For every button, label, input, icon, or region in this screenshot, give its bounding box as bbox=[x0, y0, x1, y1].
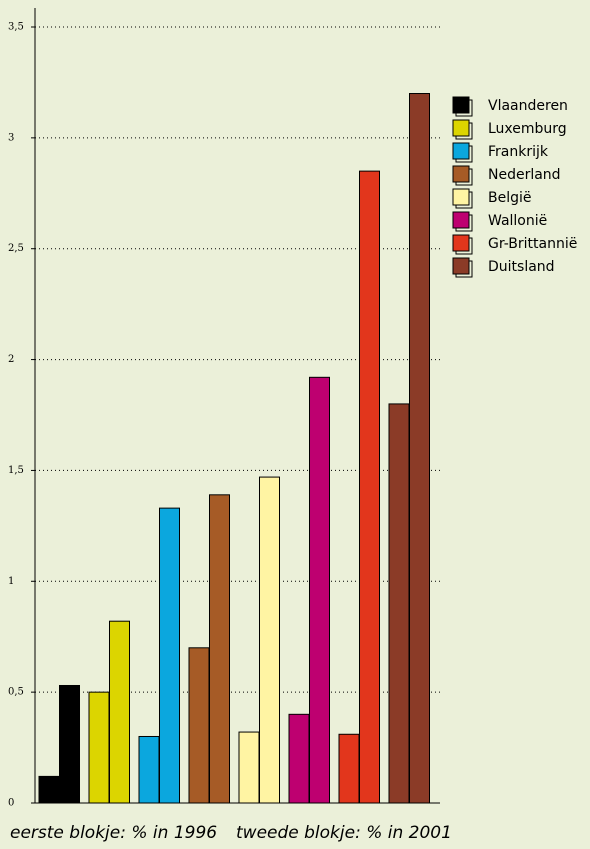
legend-swatch bbox=[452, 257, 470, 275]
y-tick-label: 2,5 bbox=[8, 243, 24, 254]
bar bbox=[188, 647, 210, 804]
bar bbox=[109, 620, 130, 804]
y-tick-label: 1,5 bbox=[8, 465, 24, 476]
legend-label: Frankrijk bbox=[488, 144, 549, 160]
legend-label: Nederland bbox=[488, 167, 561, 183]
y-tick-label: 0,5 bbox=[8, 687, 24, 698]
bar bbox=[388, 403, 410, 804]
legend-swatch bbox=[452, 96, 470, 114]
legend-swatch bbox=[452, 142, 470, 160]
bar bbox=[59, 684, 80, 804]
bar bbox=[259, 476, 280, 804]
bar bbox=[309, 376, 330, 804]
bar bbox=[138, 735, 160, 804]
legend-label: Wallonië bbox=[488, 213, 547, 229]
bar bbox=[409, 93, 430, 804]
caption: tweede blokje: % in 2001 bbox=[236, 823, 452, 843]
y-tick-label: 0 bbox=[8, 798, 14, 809]
legend-swatch bbox=[452, 234, 470, 252]
caption: eerste blokje: % in 1996 bbox=[10, 823, 217, 843]
bar bbox=[159, 507, 180, 804]
legend-swatch bbox=[452, 188, 470, 206]
legend-label: Vlaanderen bbox=[488, 98, 568, 114]
bar bbox=[238, 731, 260, 804]
legend-label: Luxemburg bbox=[488, 121, 567, 137]
bar bbox=[38, 775, 60, 804]
legend-label: Duitsland bbox=[488, 259, 555, 275]
y-tick-label: 2 bbox=[8, 354, 14, 365]
bar bbox=[88, 691, 110, 804]
legend-label: Gr-Brittannië bbox=[488, 236, 577, 252]
bar bbox=[338, 733, 360, 804]
bar bbox=[209, 494, 230, 804]
y-tick-label: 1 bbox=[8, 576, 14, 587]
legend-swatch bbox=[452, 211, 470, 229]
legend-swatch bbox=[452, 119, 470, 137]
y-tick-label: 3 bbox=[8, 132, 14, 143]
legend-swatch bbox=[452, 165, 470, 183]
bar bbox=[288, 713, 310, 804]
bar bbox=[359, 170, 380, 804]
y-tick-label: 3,5 bbox=[8, 22, 24, 33]
legend-label: België bbox=[488, 190, 532, 206]
